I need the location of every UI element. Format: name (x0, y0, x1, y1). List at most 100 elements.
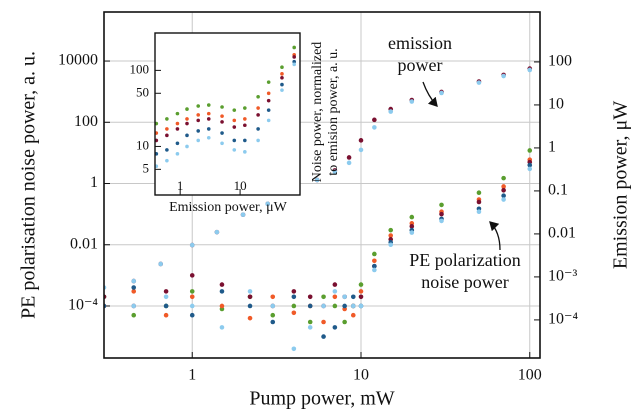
inset-y-axis-label: to emision power, a. u. (326, 48, 341, 175)
data-point (158, 261, 163, 267)
data-point (247, 294, 253, 300)
data-point (321, 303, 326, 309)
data-point (232, 148, 237, 152)
data-point (206, 127, 211, 131)
data-point (163, 289, 169, 294)
data-point (256, 106, 260, 110)
data-point (350, 294, 356, 300)
data-point (220, 105, 224, 109)
data-point (131, 312, 137, 318)
data-point (307, 319, 313, 325)
data-point (388, 233, 394, 238)
data-point (439, 90, 444, 96)
data-point (358, 138, 364, 143)
data-point (265, 201, 271, 207)
data-point (321, 294, 326, 300)
data-point (342, 294, 347, 300)
data-point (527, 162, 533, 168)
data-point (409, 214, 415, 220)
y2-tick-label: 0.1 (548, 182, 568, 199)
data-point (175, 141, 180, 146)
y-tick-label: 5 (143, 160, 150, 175)
data-point (206, 111, 211, 116)
data-point (165, 133, 169, 138)
data-point (247, 303, 253, 309)
data-point (332, 303, 338, 309)
data-point (256, 127, 260, 131)
data-point (527, 166, 533, 172)
data-point (270, 294, 276, 300)
data-point (163, 294, 169, 300)
y2-tick-label: 10⁻³ (548, 268, 577, 285)
data-point (155, 131, 159, 135)
data-point (165, 158, 169, 163)
data-point (280, 65, 284, 70)
data-point (409, 99, 415, 104)
data-point (346, 160, 352, 166)
y2-tick-label: 0.01 (548, 225, 576, 242)
annotation: PE polarization (409, 250, 520, 270)
data-point (163, 312, 169, 318)
data-point (342, 303, 347, 309)
data-point (280, 82, 284, 87)
arrow (422, 81, 438, 107)
data-point (243, 117, 247, 121)
y-tick-label: 10⁻⁴ (68, 297, 98, 314)
data-point (476, 190, 482, 196)
data-point (219, 325, 225, 330)
data-point (292, 45, 296, 50)
data-point (189, 289, 195, 294)
data-point (291, 310, 297, 316)
data-point (307, 294, 313, 300)
data-point (358, 303, 364, 309)
data-point (219, 303, 225, 309)
data-point (291, 303, 297, 309)
data-point (196, 104, 201, 108)
data-point (240, 212, 246, 217)
data-point (155, 164, 159, 168)
y-tick-label: 100 (130, 61, 150, 76)
axes-frame (103, 11, 541, 359)
data-point (196, 113, 201, 117)
data-point (439, 202, 444, 208)
data-point (266, 98, 271, 103)
data-point (232, 138, 237, 143)
y2-tick-label: 10 (548, 96, 564, 113)
data-point (409, 224, 415, 229)
data-point (501, 184, 506, 189)
data-point (292, 59, 296, 64)
data-point (291, 289, 297, 294)
axes-frame (154, 32, 301, 196)
data-point (185, 117, 189, 121)
data-point (220, 120, 224, 124)
data-point (280, 72, 284, 76)
inset-x-axis-label: Emission power, μW (169, 200, 288, 215)
data-point (189, 303, 195, 309)
inset-plot: 1 10 5 10 50 100 Emission power, μW Noise power… (130, 32, 341, 215)
data-point (291, 346, 297, 352)
data-point (307, 303, 313, 309)
arrow (489, 221, 501, 251)
data-point (476, 199, 482, 205)
data-point (196, 129, 201, 133)
annotation: noise power (421, 272, 508, 292)
data-point (321, 319, 326, 325)
data-point (175, 152, 180, 156)
y-tick-label: 1 (90, 174, 98, 191)
x-tick-label: 10 (234, 178, 247, 193)
data-point (185, 144, 189, 149)
data-point (527, 67, 533, 73)
data-point (292, 62, 296, 67)
data-point (372, 263, 377, 269)
y-tick-label: 10000 (58, 52, 98, 69)
data-point (206, 117, 211, 121)
data-point (189, 242, 195, 248)
data-point (358, 289, 364, 294)
y2-tick-label: 100 (548, 53, 572, 70)
y-tick-label: 10 (136, 137, 149, 152)
data-point (372, 258, 377, 264)
data-point (527, 148, 533, 153)
data-point (206, 103, 211, 107)
y2-tick-label: 10⁻⁴ (548, 311, 578, 328)
